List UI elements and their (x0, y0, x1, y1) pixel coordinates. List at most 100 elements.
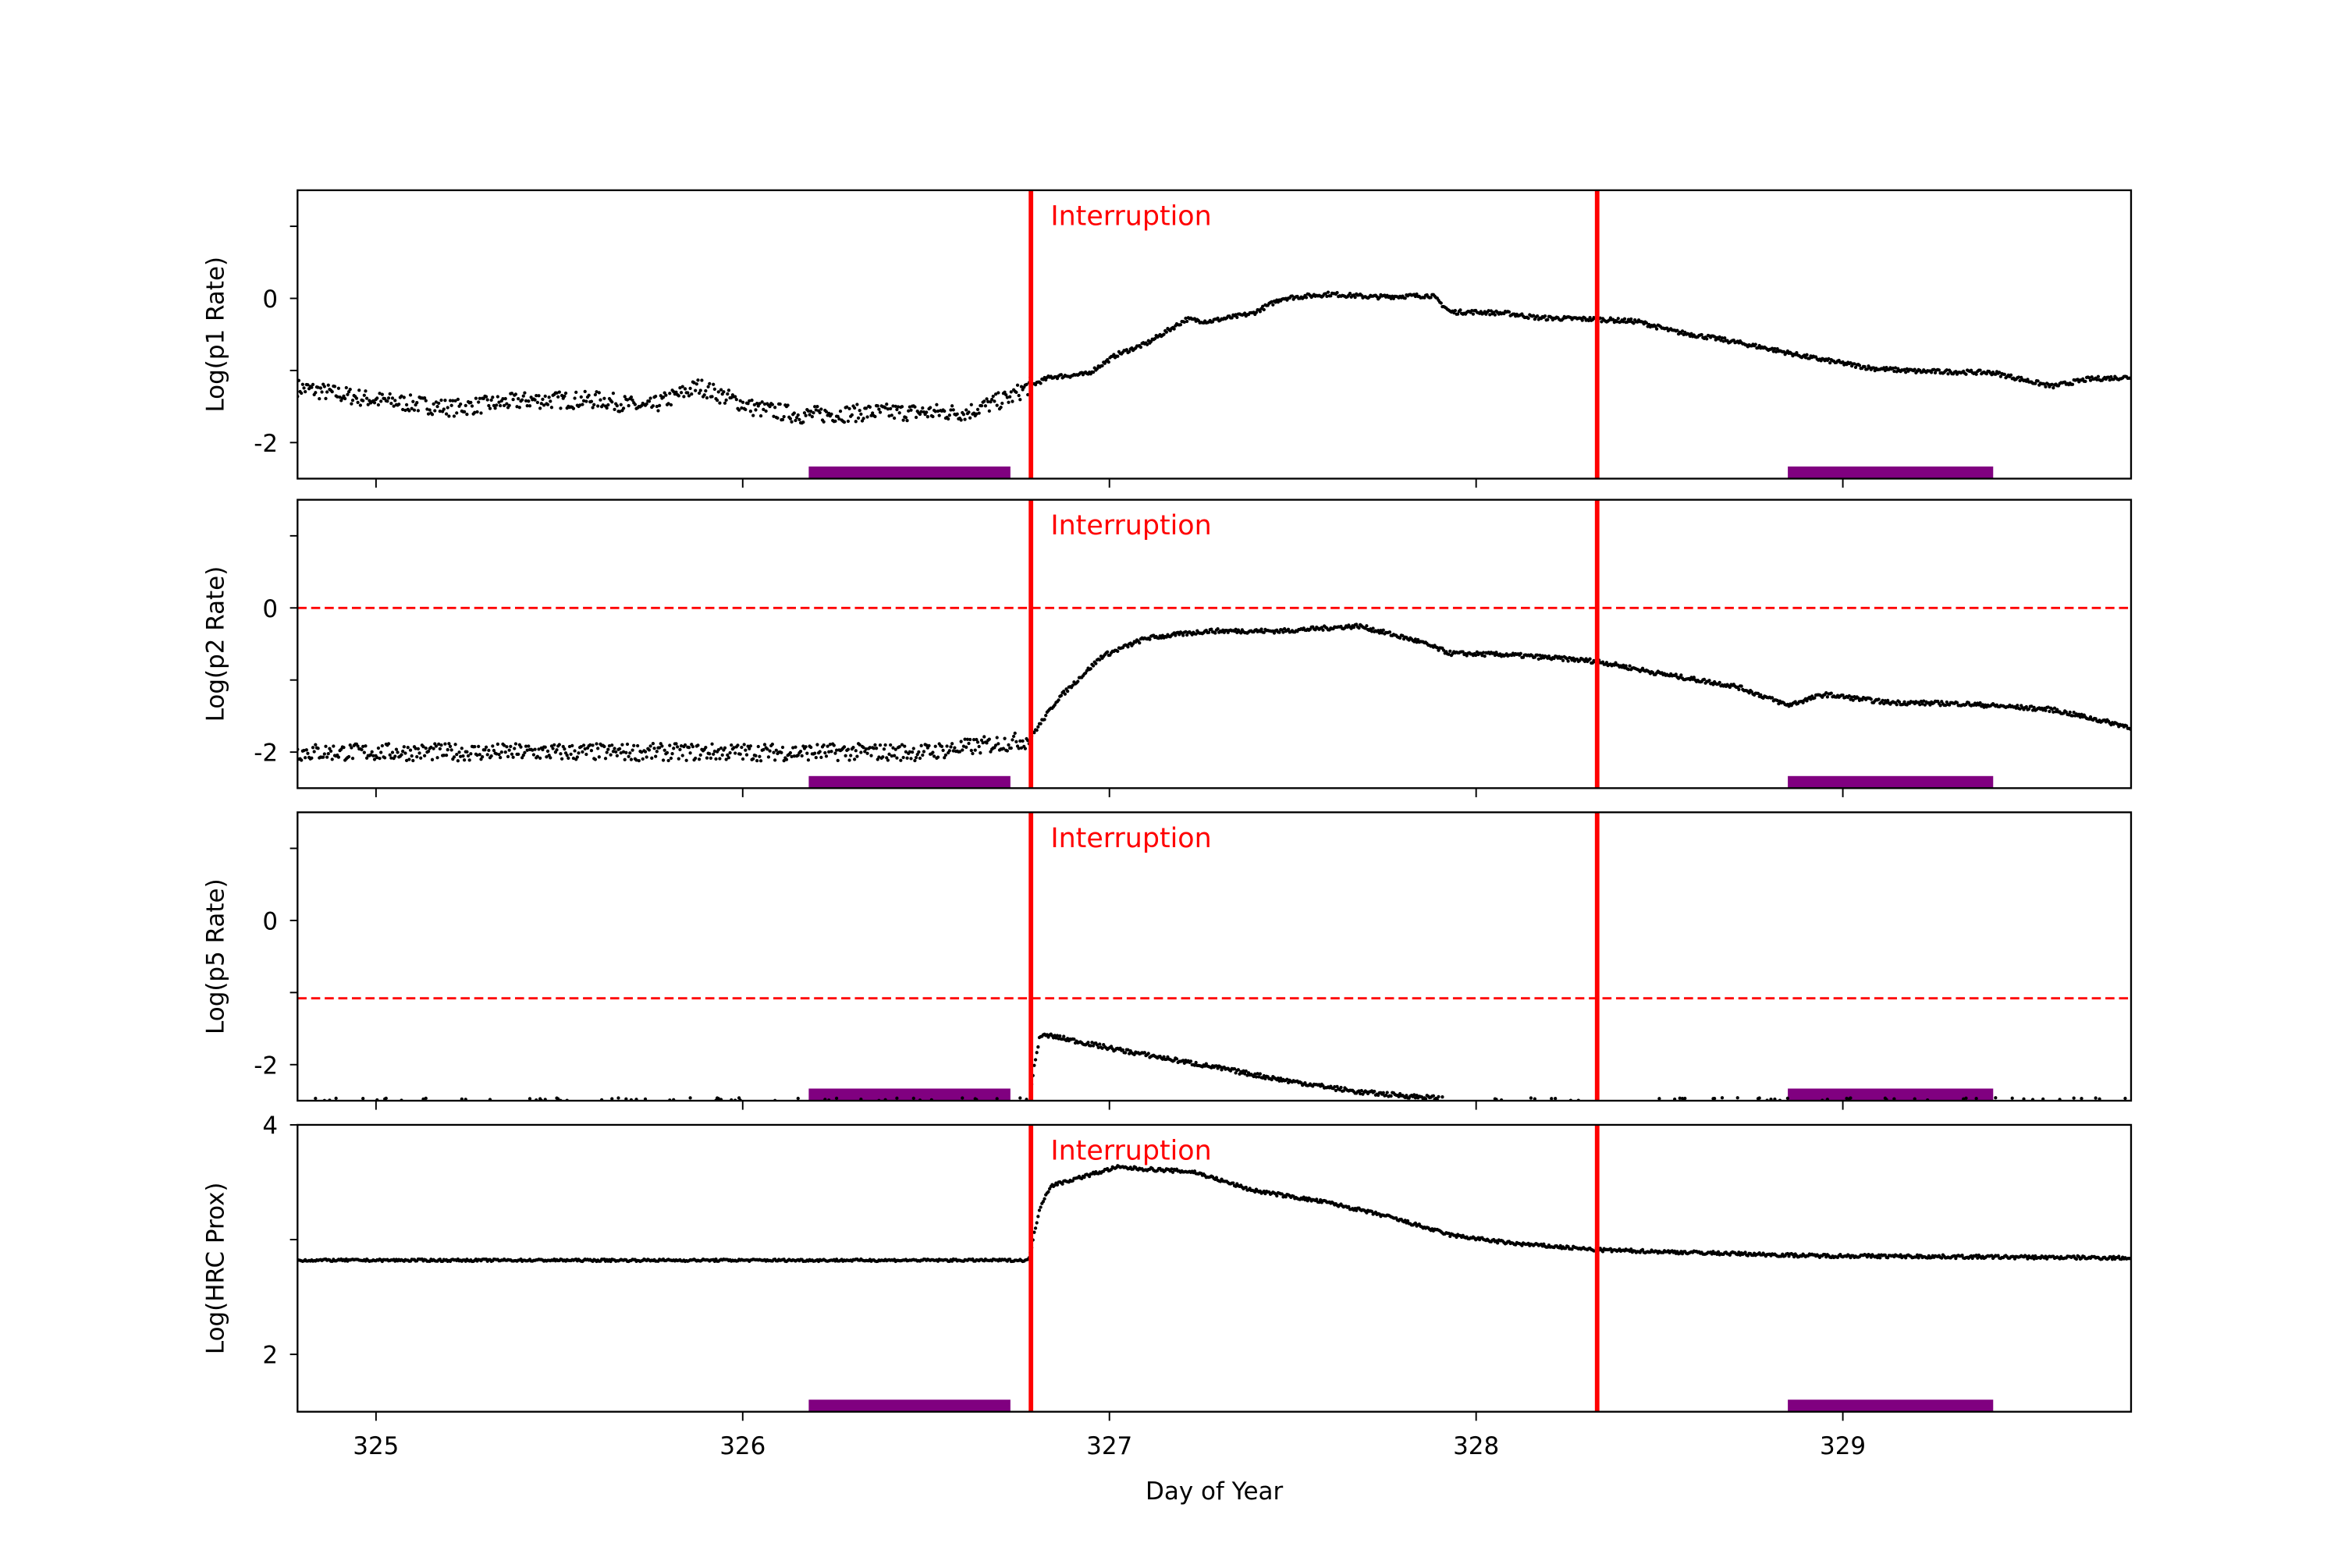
data-point (672, 747, 676, 750)
data-point (922, 750, 926, 754)
data-point (493, 406, 497, 410)
data-point (300, 391, 304, 396)
data-point (433, 409, 437, 413)
data-point (1216, 316, 1220, 321)
data-point (336, 755, 341, 759)
data-point (861, 746, 865, 750)
data-point (1570, 1247, 1574, 1251)
data-point (900, 405, 904, 409)
data-point (322, 752, 326, 756)
data-point (860, 419, 865, 423)
data-point (528, 404, 532, 408)
data-point (388, 753, 392, 757)
data-point (513, 392, 518, 396)
data-point (496, 395, 500, 399)
data-point (891, 746, 895, 750)
data-point (1181, 633, 1185, 637)
data-point (403, 751, 407, 755)
data-point (593, 757, 598, 761)
data-point (1320, 626, 1323, 630)
data-point (1174, 633, 1178, 637)
data-point (686, 391, 690, 395)
data-point (1777, 702, 1781, 706)
y-axis-label: Log(p5 Rate) (201, 878, 229, 1034)
data-point (941, 748, 945, 753)
data-point (1185, 633, 1189, 637)
data-point (1853, 365, 1858, 369)
data-point (1998, 371, 2002, 374)
data-point (784, 757, 789, 761)
data-point (654, 754, 658, 758)
data-point (1232, 1067, 1237, 1071)
data-point (648, 744, 652, 748)
data-point (864, 406, 869, 410)
data-point (2036, 379, 2040, 383)
data-point (627, 403, 631, 408)
data-point (443, 742, 447, 746)
x-tick-label: 325 (353, 1432, 399, 1460)
data-point (533, 747, 537, 751)
data-point (533, 398, 537, 402)
data-point (794, 416, 799, 420)
data-point (432, 747, 435, 750)
data-point (320, 390, 324, 394)
data-point (1270, 300, 1274, 303)
data-point (723, 746, 727, 750)
x-tick-label: 329 (1820, 1432, 1866, 1460)
data-point (1325, 294, 1329, 298)
data-point (702, 393, 706, 397)
data-point (310, 385, 314, 389)
data-point (772, 750, 776, 754)
data-point (936, 409, 940, 413)
data-point (1520, 1243, 1524, 1247)
data-point (883, 406, 887, 410)
data-point (1259, 627, 1263, 631)
data-point (1060, 1037, 1064, 1041)
data-point (464, 403, 467, 408)
data-point (2117, 1254, 2121, 1258)
data-point (719, 388, 723, 392)
data-point (1456, 312, 1460, 316)
data-point (1529, 1096, 1533, 1100)
data-point (1112, 353, 1116, 357)
data-point (1877, 1253, 1881, 1257)
data-point (429, 745, 433, 749)
data-point (851, 746, 855, 750)
data-point (809, 745, 813, 750)
data-point (1711, 683, 1715, 686)
axes-frame (297, 189, 2133, 480)
data-point (676, 745, 680, 749)
data-point (758, 754, 762, 758)
data-point (631, 748, 634, 752)
data-point (597, 391, 601, 395)
data-point (397, 403, 401, 406)
data-point (342, 746, 346, 750)
data-point (603, 757, 608, 761)
data-point (950, 742, 954, 746)
data-point (2044, 1254, 2048, 1258)
data-point (492, 403, 496, 407)
data-point (1785, 1251, 1790, 1256)
data-point (571, 756, 576, 761)
data-point (2078, 715, 2083, 719)
period-bar (808, 1399, 1011, 1412)
data-point (1735, 1096, 1739, 1100)
data-point (1000, 401, 1004, 406)
data-point (734, 397, 738, 402)
data-point (350, 398, 355, 403)
data-point (1148, 637, 1152, 641)
data-point (1892, 369, 1896, 374)
data-point (535, 400, 539, 404)
data-point (947, 749, 951, 753)
data-point (1385, 1091, 1389, 1094)
data-point (1922, 699, 1926, 703)
data-point (1170, 1170, 1175, 1174)
data-point (1095, 1043, 1099, 1047)
data-point (1915, 1253, 1920, 1257)
data-point (596, 747, 600, 750)
data-point (384, 1096, 388, 1100)
data-point (1139, 346, 1143, 349)
data-point (1526, 316, 1530, 321)
data-point (581, 750, 584, 754)
